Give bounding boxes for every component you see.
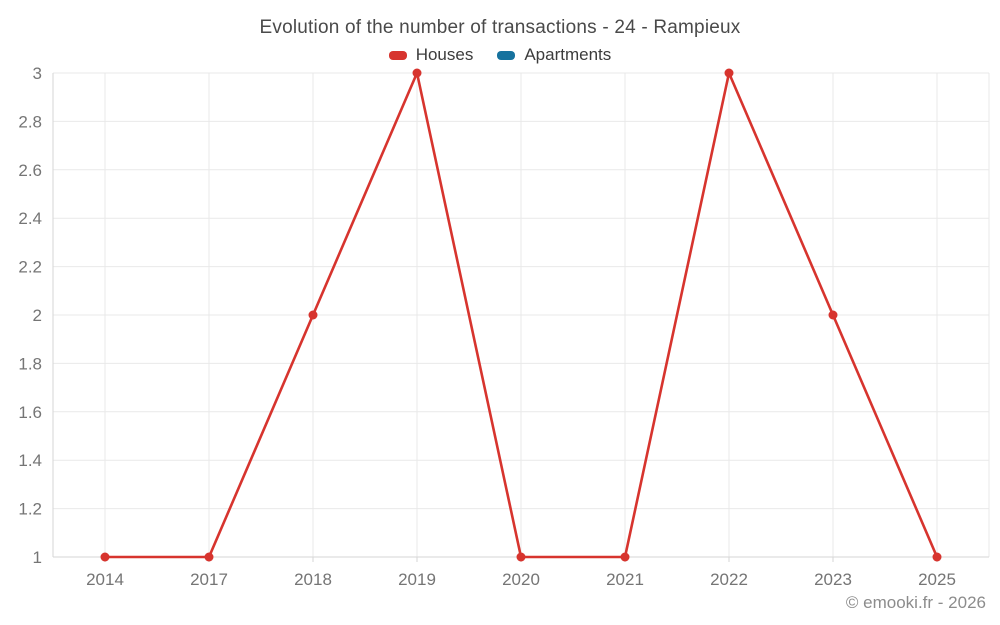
y-tick-label: 1.8	[18, 354, 42, 373]
x-tick-label: 2018	[294, 570, 332, 589]
chart-legend: Houses Apartments	[0, 45, 1000, 65]
legend-item-apartments[interactable]: Apartments	[497, 45, 611, 65]
x-tick-label: 2022	[710, 570, 748, 589]
y-tick-label: 2.6	[18, 161, 42, 180]
x-tick-label: 2019	[398, 570, 436, 589]
data-point-houses[interactable]	[724, 68, 734, 78]
data-point-houses[interactable]	[828, 310, 838, 320]
data-point-houses[interactable]	[308, 310, 318, 320]
x-tick-label: 2017	[190, 570, 228, 589]
data-point-houses[interactable]	[204, 552, 214, 562]
y-tick-label: 1	[33, 548, 42, 567]
footer-credit: © emooki.fr - 2026	[845, 593, 986, 612]
x-tick-label: 2020	[502, 570, 540, 589]
y-tick-label: 2.4	[18, 209, 42, 228]
data-point-houses[interactable]	[100, 552, 110, 562]
legend-label-houses: Houses	[415, 45, 474, 64]
legend-swatch-apartments-icon	[497, 50, 516, 60]
y-tick-label: 3	[33, 64, 42, 83]
data-point-houses[interactable]	[620, 552, 630, 562]
legend-item-houses[interactable]: Houses	[388, 45, 474, 65]
chart-title: Evolution of the number of transactions …	[259, 17, 741, 38]
legend-swatch-houses-icon	[388, 50, 407, 60]
y-tick-label: 2.8	[18, 112, 42, 131]
y-tick-label: 1.4	[18, 451, 42, 470]
legend-label-apartments: Apartments	[524, 45, 612, 64]
x-tick-label: 2021	[606, 570, 644, 589]
data-point-houses[interactable]	[412, 68, 422, 78]
data-point-houses[interactable]	[516, 552, 526, 562]
y-tick-label: 2.2	[18, 258, 42, 277]
x-tick-label: 2014	[86, 570, 124, 589]
y-tick-label: 1.6	[18, 403, 42, 422]
x-tick-label: 2023	[814, 570, 852, 589]
x-tick-label: 2025	[918, 570, 956, 589]
y-tick-label: 1.2	[18, 500, 42, 519]
data-point-houses[interactable]	[932, 552, 942, 562]
y-tick-label: 2	[33, 306, 42, 325]
